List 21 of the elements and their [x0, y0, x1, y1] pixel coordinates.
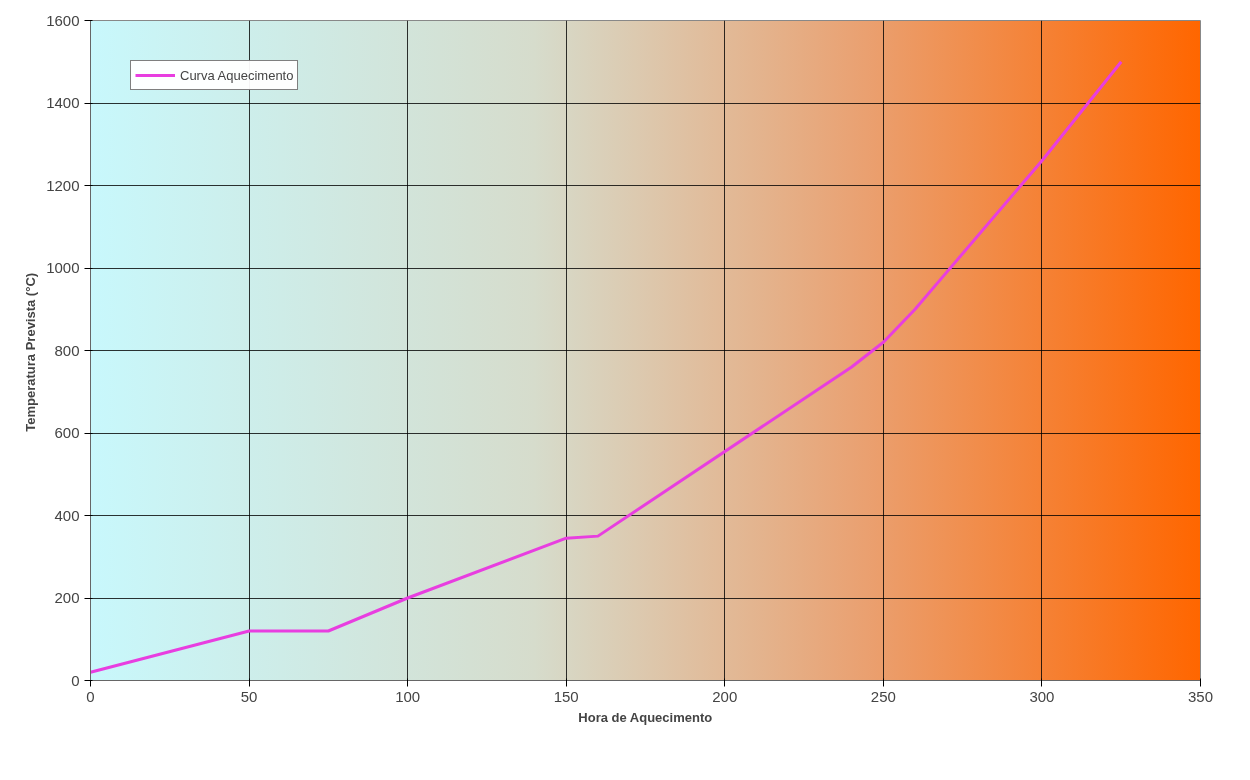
y-axis-title: Temperatura Prevista (°C) [23, 272, 39, 432]
legend-label: Curva Aquecimento [180, 67, 294, 83]
x-tick-label: 50 [240, 687, 258, 705]
x-tick-label: 250 [870, 687, 896, 705]
y-tick-label: 1000 [46, 259, 80, 276]
x-tick-label: 0 [86, 687, 95, 705]
y-tick-label: 800 [54, 341, 80, 359]
line-series [90, 60, 1123, 674]
y-tick-label: 1600 [46, 11, 80, 29]
y-tick-label: 1400 [46, 94, 80, 111]
x-tick-label: 350 [1187, 687, 1214, 705]
x-tick-label: 150 [553, 687, 579, 705]
y-tick-label: 600 [54, 424, 80, 441]
x-axis-title: Hora de Aquecimento [578, 709, 713, 725]
x-tick-label: 100 [395, 687, 421, 705]
y-tick-label: 0 [71, 671, 80, 689]
y-tick-label: 400 [54, 506, 80, 524]
y-tick-label: 1200 [46, 176, 80, 194]
y-tick-label: 200 [54, 589, 80, 606]
x-tick-label: 300 [1029, 687, 1055, 705]
x-tick-label: 200 [712, 687, 738, 705]
